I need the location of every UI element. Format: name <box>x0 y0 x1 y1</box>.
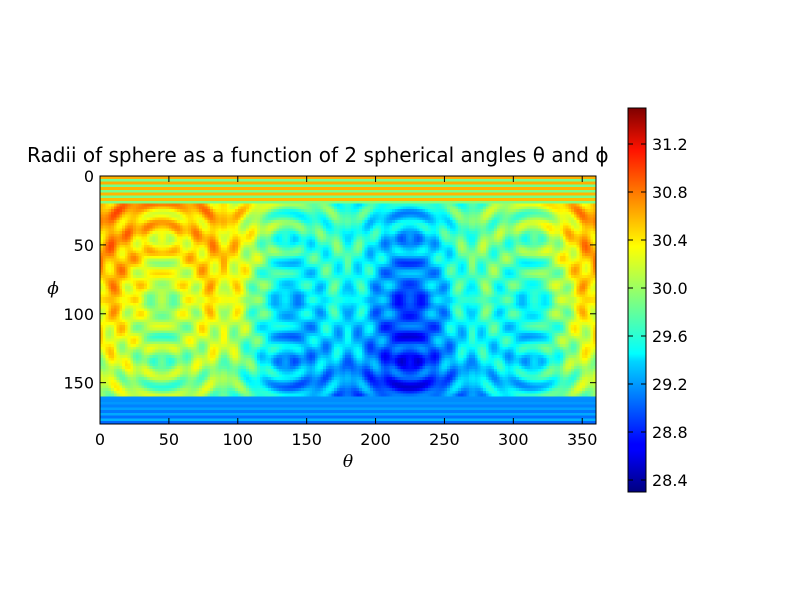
x-axis-ticks: 0 50 100 150 200 250 300 350 <box>95 176 598 449</box>
y-tick-label: 150 <box>63 374 94 393</box>
colorbar: 28.4 28.8 29.2 29.6 30.0 30.4 30.8 31.2 <box>627 107 688 493</box>
colorbar-tick-label: 28.8 <box>652 423 688 442</box>
heatmap-image <box>100 176 596 424</box>
x-tick-label: 200 <box>360 430 391 449</box>
y-axis-label: ϕ <box>47 279 59 299</box>
y-tick-label: 100 <box>63 305 94 324</box>
x-tick-label: 350 <box>567 430 598 449</box>
x-tick-label: 250 <box>429 430 460 449</box>
chart-title: Radii of sphere as a function of 2 spher… <box>27 143 609 167</box>
x-tick-label: 300 <box>498 430 529 449</box>
colorbar-tick-label: 30.4 <box>652 231 688 250</box>
x-tick-label: 150 <box>291 430 322 449</box>
colorbar-gradient <box>627 107 647 493</box>
colorbar-tick-label: 31.2 <box>652 135 688 154</box>
x-tick-label: 50 <box>159 430 179 449</box>
colorbar-tick-label: 29.2 <box>652 375 688 394</box>
colorbar-tick-label: 28.4 <box>652 471 688 490</box>
colorbar-tick-label: 30.0 <box>652 279 688 298</box>
colorbar-tick-label: 30.8 <box>652 183 688 202</box>
colorbar-tick-label: 29.6 <box>652 327 688 346</box>
x-axis-label: θ <box>343 452 353 472</box>
y-tick-label: 50 <box>74 236 94 255</box>
heatmap-plot: 0 50 100 150 200 250 300 350 0 50 100 150 <box>63 167 597 449</box>
plot-frame <box>99 175 597 425</box>
y-tick-label: 0 <box>84 167 94 186</box>
x-tick-label: 0 <box>95 430 105 449</box>
colorbar-ticks: 28.4 28.8 29.2 29.6 30.0 30.4 30.8 31.2 <box>628 135 688 490</box>
y-axis-ticks: 0 50 100 150 <box>63 167 596 393</box>
x-tick-label: 100 <box>223 430 254 449</box>
